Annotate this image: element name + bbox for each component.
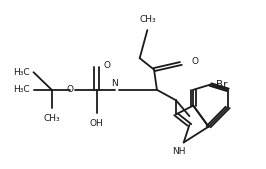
Text: N: N [111, 79, 117, 88]
Text: CH₃: CH₃ [43, 114, 60, 123]
Text: H₃C: H₃C [13, 85, 30, 94]
Text: CH₃: CH₃ [139, 15, 156, 24]
Text: O: O [191, 57, 198, 66]
Text: O: O [103, 61, 110, 70]
Text: H₃C: H₃C [13, 68, 30, 77]
Text: NH: NH [172, 147, 185, 156]
Text: Br: Br [215, 80, 227, 90]
Text: OH: OH [90, 118, 103, 128]
Text: O: O [66, 85, 73, 94]
